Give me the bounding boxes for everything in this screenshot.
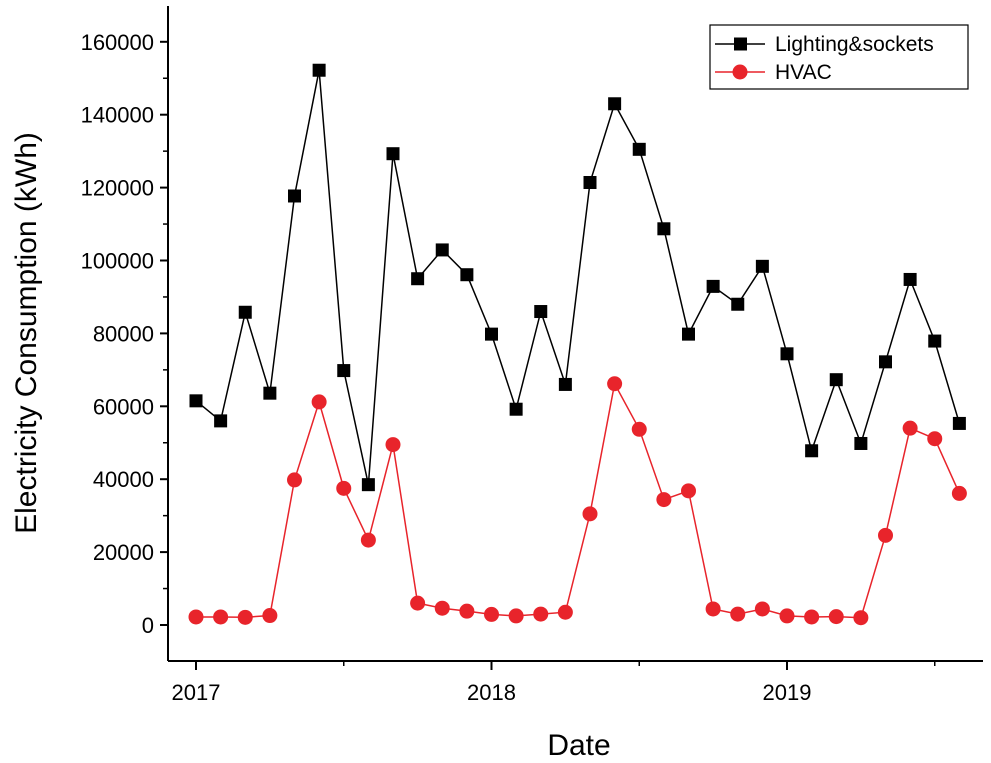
data-point-circle	[804, 609, 820, 625]
data-point-circle	[188, 609, 204, 625]
y-tick-label: 40000	[93, 467, 154, 492]
data-point-circle	[607, 376, 623, 392]
data-point-circle	[484, 606, 499, 622]
data-point-square	[829, 373, 843, 387]
data-point-circle	[754, 601, 770, 617]
data-point-circle	[681, 483, 696, 499]
data-point-square	[583, 175, 597, 189]
data-point-circle	[287, 472, 302, 488]
data-point-square	[263, 386, 277, 400]
data-point-circle	[705, 601, 721, 617]
data-point-circle	[434, 600, 450, 616]
y-tick-label: 120000	[81, 176, 154, 201]
x-tick-label: 2017	[172, 680, 221, 705]
data-point-square	[214, 414, 228, 428]
data-point-square	[435, 243, 449, 257]
data-point-square	[731, 297, 745, 311]
data-point-square	[460, 268, 474, 282]
legend: Lighting&sockets HVAC	[709, 24, 969, 90]
x-tick-label: 2018	[467, 680, 516, 705]
data-point-square	[952, 416, 966, 430]
data-point-square	[337, 364, 351, 378]
data-point-square	[288, 189, 301, 203]
data-point-circle	[902, 420, 918, 436]
data-point-square	[903, 272, 917, 286]
y-tick-label: 160000	[81, 30, 154, 55]
data-point-circle	[730, 606, 746, 622]
data-point-square	[608, 97, 622, 111]
data-point-square	[854, 436, 868, 450]
data-point-circle	[213, 609, 229, 625]
data-point-square	[411, 272, 425, 286]
data-point-circle	[237, 609, 253, 625]
data-point-square	[682, 327, 695, 341]
legend-marker-square	[734, 37, 747, 51]
data-point-circle	[262, 608, 278, 624]
data-point-square	[928, 334, 942, 348]
series-lighting-sockets	[189, 63, 966, 492]
data-point-circle	[656, 492, 672, 508]
data-point-square	[805, 444, 819, 458]
data-point-square	[879, 355, 892, 369]
data-point-circle	[336, 480, 352, 496]
legend-label: Lighting&sockets	[775, 33, 934, 56]
y-tick-label: 80000	[93, 321, 154, 346]
data-point-square	[632, 142, 646, 156]
data-point-square	[189, 394, 203, 408]
data-point-circle	[828, 609, 844, 625]
data-point-square	[361, 478, 375, 492]
legend-label: HVAC	[775, 61, 832, 84]
data-point-square	[312, 63, 326, 77]
data-point-circle	[311, 394, 327, 410]
data-point-square	[706, 279, 720, 293]
data-point-square	[386, 147, 400, 161]
series-layer	[188, 63, 967, 626]
y-axis-title: Electricity Consumption (kWh)	[10, 132, 43, 534]
data-point-circle	[508, 608, 524, 624]
y-tick-label: 60000	[93, 394, 154, 419]
x-tick-label: 2019	[763, 680, 812, 705]
data-point-circle	[533, 606, 549, 622]
y-tick-label: 140000	[81, 103, 154, 128]
data-point-circle	[410, 595, 426, 611]
data-point-circle	[853, 610, 869, 626]
data-point-circle	[631, 421, 647, 437]
data-point-circle	[951, 485, 967, 501]
data-point-square	[558, 377, 572, 391]
data-point-circle	[927, 431, 943, 447]
y-tick-label: 0	[142, 613, 154, 638]
data-point-circle	[878, 527, 893, 543]
legend-box	[709, 24, 969, 90]
y-tick-label: 100000	[81, 249, 154, 274]
data-point-circle	[459, 603, 475, 619]
data-point-square	[485, 327, 498, 341]
data-point-circle	[582, 506, 598, 522]
data-point-square	[509, 402, 523, 416]
y-tick-label: 20000	[93, 540, 154, 565]
data-point-circle	[779, 608, 795, 624]
x-axis-title: Date	[547, 729, 610, 762]
data-point-square	[755, 259, 769, 273]
series-hvac	[188, 376, 967, 626]
data-point-square	[780, 347, 794, 361]
legend-marker-circle	[732, 64, 748, 80]
axes: 0 20000 40000 60000 80000 100000 120000 140000 1…	[81, 6, 983, 705]
data-point-square	[657, 222, 671, 236]
series-line	[195, 70, 961, 485]
data-point-circle	[360, 532, 376, 548]
data-point-circle	[385, 437, 401, 453]
series-line	[196, 381, 961, 619]
data-point-square	[534, 305, 548, 319]
data-point-square	[238, 305, 252, 319]
data-point-circle	[557, 604, 573, 620]
